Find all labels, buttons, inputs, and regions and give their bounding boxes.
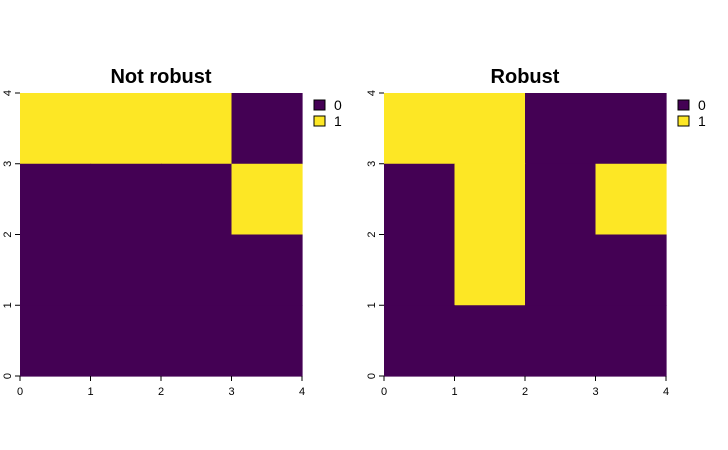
- x-tick-label: 4: [663, 386, 669, 398]
- x-tick-label: 1: [451, 386, 457, 398]
- y-tick-label: 0: [366, 373, 378, 379]
- heatmap-cell: [595, 234, 667, 306]
- heatmap-cell: [525, 305, 597, 377]
- heatmap-cell: [454, 163, 526, 236]
- legend-swatch: [677, 115, 690, 127]
- y-tick-label: 2: [2, 231, 14, 237]
- heatmap-cell: [454, 305, 526, 377]
- x-tick-label: 3: [592, 386, 598, 398]
- heatmap-cell: [20, 163, 92, 236]
- x-tick-label: 3: [228, 386, 234, 398]
- y-tick-label: 4: [2, 90, 14, 96]
- x-tick-label: 0: [381, 386, 387, 398]
- x-tick-label: 1: [87, 386, 93, 398]
- x-tick-label: 2: [158, 386, 164, 398]
- x-tick-label: 4: [299, 386, 305, 398]
- y-tick-label: 0: [2, 373, 14, 379]
- y-tick-label: 1: [2, 302, 14, 308]
- legend-label: 0: [698, 97, 706, 113]
- heatmap-cell: [454, 234, 526, 306]
- heatmap-cell: [161, 163, 233, 236]
- legend-swatch: [313, 115, 326, 127]
- legend-label: 1: [698, 113, 706, 129]
- y-tick-label: 4: [366, 90, 378, 96]
- heatmap-cell: [161, 234, 233, 306]
- legend-swatch: [677, 99, 690, 111]
- heatmap-cell: [525, 93, 597, 165]
- heatmap-cell: [90, 163, 162, 236]
- heatmap-cell: [20, 305, 92, 377]
- y-tick-label: 3: [2, 161, 14, 167]
- heatmap-cell: [90, 305, 162, 377]
- heatmap-cell: [384, 234, 456, 306]
- heatmap-cell: [525, 163, 597, 236]
- chart-title: Robust: [491, 66, 560, 88]
- y-tick-label: 3: [366, 161, 378, 167]
- heatmap-cell: [384, 93, 456, 165]
- heatmap-cell: [231, 305, 303, 377]
- legend-label: 1: [334, 113, 342, 129]
- legend-swatch: [313, 99, 326, 111]
- heatmap-cell: [384, 163, 456, 236]
- heatmap-cell: [231, 93, 303, 165]
- heatmap-cell: [595, 163, 667, 236]
- heatmap-cell: [161, 93, 233, 165]
- heatmap-cell: [20, 93, 92, 165]
- heatmap-cell: [161, 305, 233, 377]
- chart-title: Not robust: [110, 66, 211, 88]
- legend-label: 0: [334, 97, 342, 113]
- heatmap-cell: [595, 93, 667, 165]
- heatmap-cell: [231, 163, 303, 236]
- x-tick-label: 0: [17, 386, 23, 398]
- y-tick-label: 2: [366, 231, 378, 237]
- heatmap-cell: [231, 234, 303, 306]
- heatmap-cell: [90, 93, 162, 165]
- heatmap-cell: [90, 234, 162, 306]
- heatmap-cell: [384, 305, 456, 377]
- x-tick-label: 2: [522, 386, 528, 398]
- heatmap-cell: [454, 93, 526, 165]
- heatmap-cell: [525, 234, 597, 306]
- heatmap-cell: [595, 305, 667, 377]
- y-tick-label: 1: [366, 302, 378, 308]
- heatmap-cell: [20, 234, 92, 306]
